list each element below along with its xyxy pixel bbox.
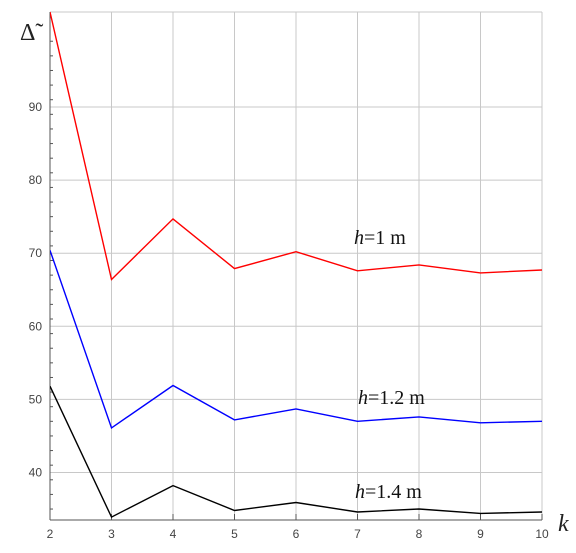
y-tick-label: 40 xyxy=(29,465,43,479)
y-tick-label: 90 xyxy=(29,100,43,114)
tick-labels: 2 3 4 5 6 7 8 9 10 40 50 60 70 80 90 xyxy=(29,100,549,541)
x-tick-label: 6 xyxy=(293,527,300,541)
y-axis-title: Δ̃ xyxy=(20,20,43,46)
series-lines xyxy=(50,11,542,519)
grid xyxy=(50,11,543,520)
series-line-1 xyxy=(50,11,542,281)
x-tick-label: 8 xyxy=(416,527,423,541)
x-tick-label: 2 xyxy=(47,527,54,541)
y-tick-label: 70 xyxy=(29,246,43,260)
series-line-2 xyxy=(50,250,542,429)
x-tick-label: 5 xyxy=(231,527,238,541)
series-annotation: h=1.2 m xyxy=(358,387,425,409)
series-annotation: h=1 m xyxy=(354,227,406,249)
y-tick-label: 60 xyxy=(29,319,43,333)
annotations: h=1 m h=1.2 m h=1.4 m xyxy=(354,227,425,503)
series-line-3 xyxy=(50,385,542,519)
y-tick-label: 80 xyxy=(29,173,43,187)
x-tick-label: 7 xyxy=(354,527,361,541)
x-tick-label: 3 xyxy=(108,527,115,541)
y-tick-label: 50 xyxy=(29,392,43,406)
x-axis-title: k xyxy=(558,511,569,537)
axes xyxy=(49,12,543,521)
x-tick-label: 4 xyxy=(170,527,177,541)
x-tick-label: 10 xyxy=(535,527,549,541)
series-annotation: h=1.4 m xyxy=(355,481,422,503)
x-tick-label: 9 xyxy=(477,527,484,541)
